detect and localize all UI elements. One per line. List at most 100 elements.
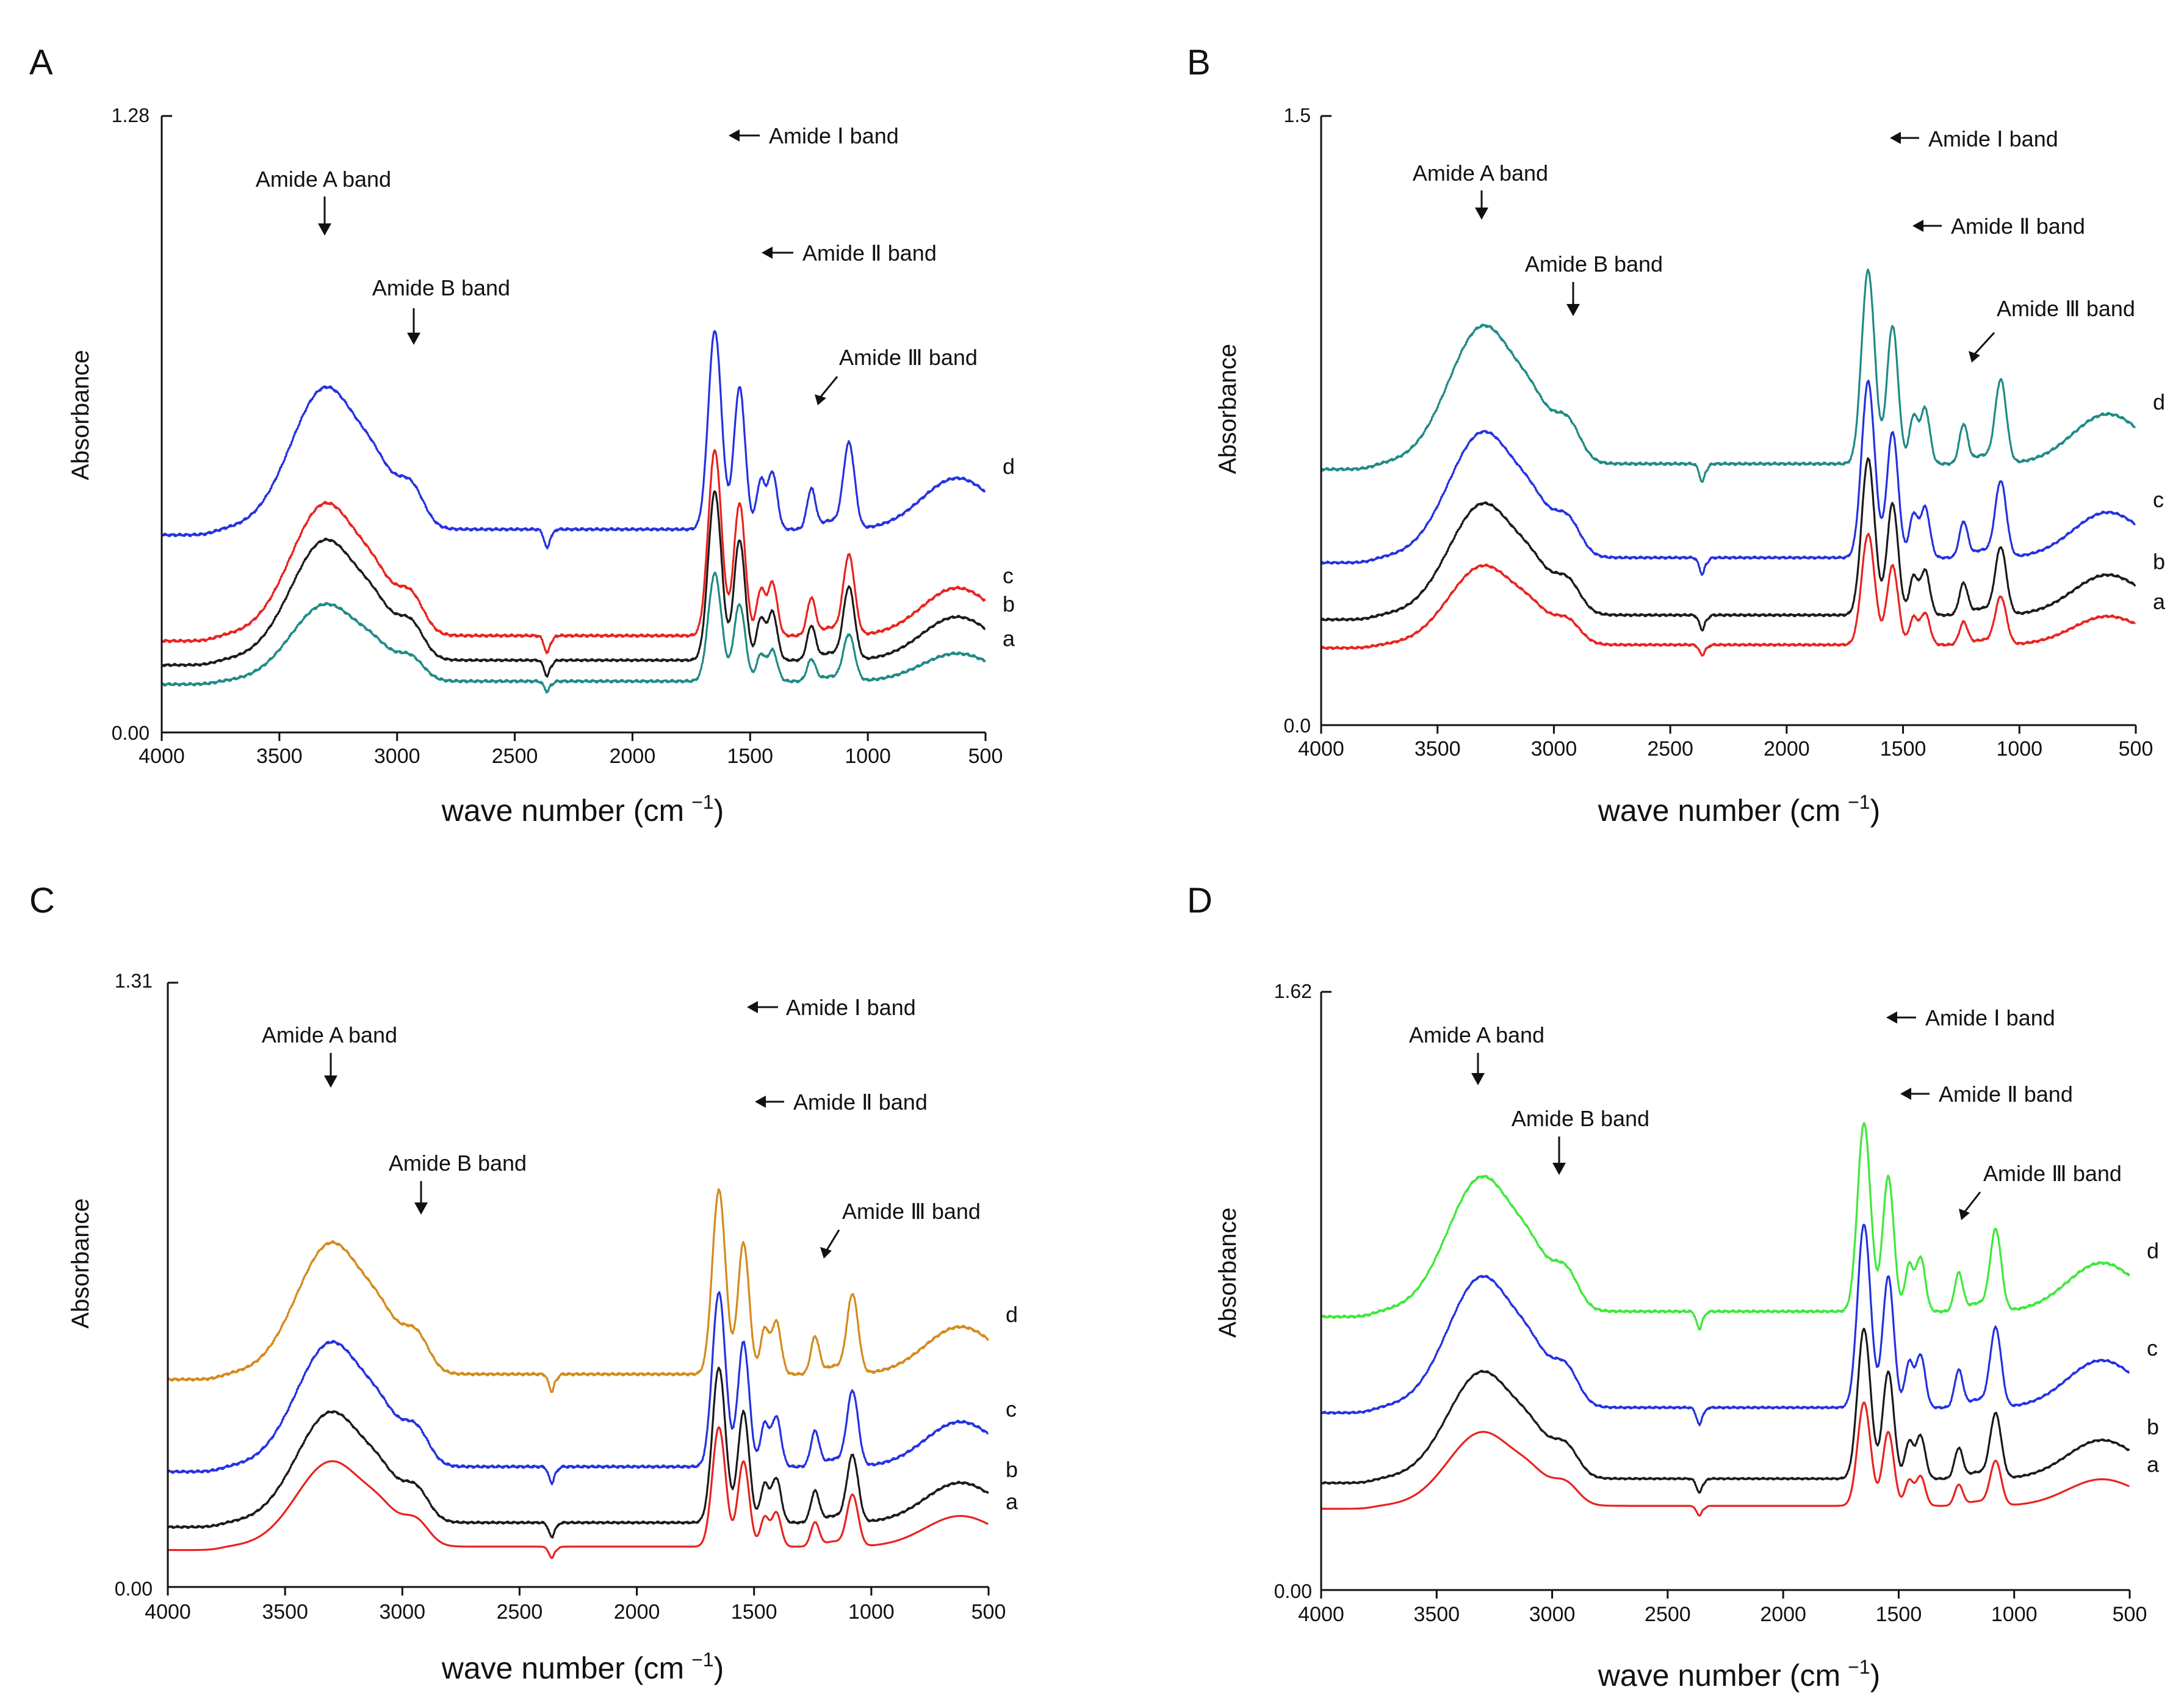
- panel-d-x-tick-label: 2500: [1645, 1603, 1691, 1626]
- panel-c-series-label-c: c: [1006, 1397, 1017, 1422]
- panel-c-amide-3-annotation: Amide Ⅲ band: [842, 1199, 981, 1224]
- panel-b-amide-1-annotation: Amide Ⅰ band: [1928, 126, 2058, 151]
- panel-a-series-label-c: c: [1003, 563, 1014, 588]
- panel-c-x-tick-label: 3500: [262, 1600, 308, 1624]
- panel-c-series-b: [167, 1367, 989, 1539]
- panel-a-series-b: [161, 490, 986, 678]
- panel-d-amide-1-annotation: Amide Ⅰ band: [1925, 1005, 2055, 1030]
- panel-b-series-b: [1320, 457, 2136, 632]
- panel-b-x-tick-label: 1500: [1880, 737, 1926, 761]
- panel-b-series-c: [1320, 380, 2136, 576]
- panel-b-y-axis-label: Absorbance: [1214, 344, 1241, 474]
- panel-d-series-a: [1321, 1401, 2130, 1517]
- panel-d-amide-2-annotation: Amide Ⅱ band: [1939, 1082, 2073, 1107]
- panel-b-series-label-b: b: [2153, 549, 2165, 574]
- panel-a-x-tick-label: 3500: [256, 745, 303, 768]
- panel-a-series-label-d: d: [1003, 454, 1015, 479]
- panel-c-letter: C: [29, 881, 55, 920]
- panel-d-y-top-label: 1.62: [1274, 980, 1312, 1002]
- panel-d-x-tick-label: 1000: [1991, 1603, 2038, 1626]
- panel-c-x-axis-label: wave number (cm −1): [441, 1649, 724, 1685]
- panel-c-x-tick-label: 500: [971, 1600, 1006, 1624]
- panel-d-amide-b-annotation: Amide B band: [1512, 1106, 1649, 1131]
- panel-d-x-tick-label: 1500: [1876, 1603, 1922, 1626]
- panel-b-y-bottom-label: 0.0: [1284, 715, 1311, 737]
- panel-d-x-tick-label: 3500: [1413, 1603, 1460, 1626]
- panel-c-x-tick-label: 2500: [497, 1600, 543, 1624]
- panel-d-series-label-b: b: [2147, 1414, 2159, 1439]
- panel-d: D 1.62 0.00 Absorbance wave number (cm −1…: [1187, 881, 2160, 1693]
- panel-d-y-bottom-label: 0.00: [1274, 1580, 1312, 1602]
- panel-a-amide-b-annotation: Amide B band: [372, 275, 510, 300]
- panel-b-series-label-d: d: [2153, 389, 2165, 414]
- panel-a-y-top-label: 1.28: [112, 104, 150, 126]
- panel-c-amide-2-annotation: Amide Ⅱ band: [793, 1090, 928, 1115]
- panel-a-series-label-b: b: [1003, 591, 1015, 616]
- panel-a-x-tick-label: 4000: [139, 745, 185, 768]
- panel-c-series-d: [167, 1188, 989, 1393]
- panel-a-series-label-a: a: [1003, 626, 1015, 651]
- panel-a-y-bottom-label: 0.00: [112, 722, 150, 744]
- panel-d-series-c: [1321, 1223, 2130, 1426]
- panel-c-series-label-d: d: [1006, 1302, 1018, 1327]
- panel-b-x-tick-label: 500: [2119, 737, 2153, 761]
- panel-d-series-label-c: c: [2147, 1336, 2158, 1361]
- panel-c-amide-1-annotation: Amide Ⅰ band: [786, 995, 916, 1020]
- panel-c-x-tick-label: 3000: [379, 1600, 425, 1624]
- panel-b-series-label-a: a: [2153, 589, 2166, 614]
- panel-c-amide-b-annotation: Amide B band: [389, 1151, 527, 1176]
- panel-d-series-d: [1320, 1122, 2130, 1331]
- panel-d-series-label-a: a: [2147, 1451, 2160, 1476]
- panel-c-y-axis-label: Absorbance: [67, 1198, 94, 1328]
- panel-a: A 1.28 0.00 Absorbance wave number (cm −1…: [29, 43, 1015, 828]
- panel-a-x-tick-label: 2500: [492, 745, 538, 768]
- panel-b-y-top-label: 1.5: [1284, 104, 1311, 126]
- panel-d-letter: D: [1187, 881, 1213, 920]
- panel-a-x-tick-label: 500: [968, 745, 1003, 768]
- panel-c: C 1.31 0.00 Absorbance wave number (cm −1…: [29, 881, 1018, 1685]
- panel-d-x-axis-label: wave number (cm −1): [1598, 1656, 1880, 1693]
- panel-b-x-tick-label: 2500: [1647, 737, 1693, 761]
- panel-d-series-label-d: d: [2147, 1238, 2159, 1263]
- panel-b-series-d: [1320, 268, 2136, 483]
- panel-b-amide-a-annotation: Amide A band: [1413, 161, 1548, 186]
- panel-b-x-tick-label: 1000: [1996, 737, 2042, 761]
- panel-c-y-bottom-label: 0.00: [115, 1578, 153, 1600]
- panel-b-series-a: [1320, 532, 2136, 657]
- panel-a-series-d: [161, 330, 986, 550]
- panel-d-amide-a-annotation: Amide A band: [1409, 1022, 1544, 1047]
- panel-b-x-tick-label: 2000: [1764, 737, 1810, 761]
- panel-c-series-label-a: a: [1006, 1489, 1018, 1514]
- panel-a-amide-2-annotation: Amide Ⅱ band: [802, 240, 937, 266]
- panel-a-x-tick-label: 1000: [845, 745, 891, 768]
- panel-d-y-axis-label: Absorbance: [1214, 1207, 1241, 1337]
- panel-b-series-label-c: c: [2153, 487, 2164, 512]
- panel-c-x-tick-label: 1000: [848, 1600, 895, 1624]
- panel-c-series-c: [167, 1291, 989, 1486]
- panel-a-y-axis-label: Absorbance: [67, 350, 94, 480]
- panel-b-x-axis-label: wave number (cm −1): [1598, 791, 1880, 828]
- panel-b-x-tick-label: 3000: [1531, 737, 1577, 761]
- panel-b-amide-3-annotation: Amide Ⅲ band: [1997, 296, 2135, 321]
- panel-c-x-tick-label: 2000: [614, 1600, 660, 1624]
- panel-c-x-tick-label: 4000: [145, 1600, 191, 1624]
- panel-a-x-axis-label: wave number (cm −1): [441, 791, 724, 828]
- panel-a-x-tick-label: 3000: [374, 745, 420, 768]
- panel-d-x-tick-label: 500: [2113, 1603, 2147, 1626]
- panel-b-amide-2-annotation: Amide Ⅱ band: [1951, 214, 2085, 239]
- panel-a-x-tick-label: 2000: [610, 745, 656, 768]
- panel-b-x-tick-label: 3500: [1415, 737, 1461, 761]
- panel-c-amide-a-annotation: Amide A band: [262, 1022, 397, 1047]
- panel-a-amide-a-annotation: Amide A band: [256, 167, 391, 192]
- panel-c-series-label-b: b: [1006, 1457, 1018, 1482]
- panel-b-x-tick-label: 4000: [1298, 737, 1344, 761]
- panel-d-series-b: [1321, 1328, 2130, 1494]
- panel-b: B 1.5 0.0 Absorbance wave number (cm −1) …: [1187, 43, 2166, 828]
- panel-a-x-tick-label: 1500: [727, 745, 773, 768]
- panel-a-series-a: [161, 571, 986, 694]
- panel-d-x-tick-label: 4000: [1298, 1603, 1344, 1626]
- panel-a-series-c: [161, 449, 986, 654]
- panel-d-x-tick-label: 2000: [1760, 1603, 1806, 1626]
- panel-c-series-a: [167, 1426, 989, 1560]
